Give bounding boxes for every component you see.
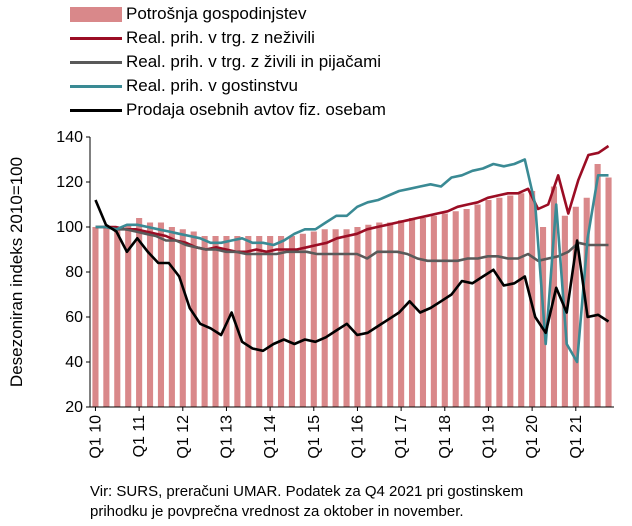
- source-line-1: Vir: SURS, preračuni UMAR. Podatek za Q4…: [90, 483, 524, 500]
- bar: [441, 213, 448, 407]
- y-tick-label: 80: [65, 264, 83, 281]
- bar: [387, 222, 394, 407]
- bar: [474, 204, 481, 407]
- bar: [496, 197, 503, 407]
- legend-item: Prodaja osebnih avtov fiz. osebam: [70, 98, 386, 122]
- x-tick-label: Q1 11: [131, 415, 148, 458]
- legend-item: Real. prih. v trg. z neživili: [70, 26, 386, 50]
- x-tick-label: Q1 13: [218, 415, 235, 459]
- legend-item: Real. prih. v trg. z živili in pijačami: [70, 50, 386, 74]
- x-tick-label: Q1 17: [393, 415, 410, 459]
- x-tick-label: Q1 21: [568, 415, 585, 459]
- bar: [365, 224, 372, 407]
- y-tick-label: 100: [56, 219, 83, 236]
- bar: [408, 218, 416, 407]
- source-note: Vir: SURS, preračuni UMAR. Podatek za Q4…: [90, 482, 523, 522]
- bar: [114, 227, 121, 407]
- legend-label: Real. prih. v gostinstvu: [126, 76, 298, 95]
- legend-swatch: [70, 84, 122, 88]
- legend-swatch: [70, 6, 122, 22]
- bar: [190, 231, 197, 407]
- series-line-2: [95, 158, 609, 364]
- bar: [354, 227, 361, 407]
- bar: [321, 229, 328, 407]
- bar: [179, 229, 186, 407]
- bar: [430, 215, 437, 407]
- y-tick-label: 60: [65, 309, 83, 326]
- bar: [146, 222, 154, 407]
- bar: [572, 206, 579, 407]
- bar: [485, 200, 492, 407]
- legend-item: Potrošnja gospodinjstev: [70, 2, 386, 26]
- y-axis-label: Desezoniran indeks 2010=100: [7, 157, 26, 387]
- x-tick-label: Q1 19: [480, 415, 497, 459]
- bar: [518, 193, 525, 407]
- legend-swatch: [70, 36, 122, 40]
- bar: [157, 222, 165, 407]
- x-tick-label: Q1 20: [524, 415, 541, 459]
- bar: [452, 211, 459, 407]
- y-tick-label: 40: [65, 354, 83, 371]
- x-tick-label: Q1 10: [87, 415, 104, 459]
- bar: [201, 236, 208, 407]
- x-tick-label: Q1 14: [262, 415, 279, 459]
- legend-label: Prodaja osebnih avtov fiz. osebam: [126, 100, 386, 119]
- legend-swatch: [70, 108, 122, 112]
- legend-item: Real. prih. v gostinstvu: [70, 74, 386, 98]
- bar: [398, 220, 405, 407]
- x-tick-label: Q1 12: [175, 415, 192, 459]
- bar: [299, 233, 306, 407]
- x-tick-label: Q1 18: [437, 415, 454, 459]
- bar: [343, 229, 350, 407]
- legend-swatch: [70, 60, 122, 64]
- series-line-3: [94, 199, 610, 353]
- y-tick-label: 140: [56, 129, 83, 146]
- bar: [234, 236, 241, 407]
- bar: [136, 218, 143, 407]
- bar: [376, 222, 383, 407]
- legend: Potrošnja gospodinjstev Real. prih. v trg…: [70, 2, 386, 122]
- bar: [288, 236, 296, 407]
- bar: [125, 224, 132, 407]
- bar: [267, 236, 274, 407]
- bar: [103, 227, 110, 407]
- line-series: [94, 144, 610, 364]
- bar: [594, 164, 601, 407]
- bar: [168, 227, 175, 407]
- bar: [529, 191, 536, 407]
- bar: [256, 236, 263, 407]
- bar: [245, 236, 252, 407]
- bar: [507, 195, 514, 407]
- bar: [310, 231, 317, 407]
- y-tick-label: 20: [65, 399, 83, 416]
- legend-label: Potrošnja gospodinjstev: [126, 4, 307, 23]
- x-tick-label: Q1 16: [349, 415, 366, 459]
- bar: [212, 236, 219, 407]
- x-tick-label: Q1 15: [306, 415, 323, 459]
- y-tick-label: 120: [56, 174, 83, 191]
- bar: [463, 209, 470, 407]
- axes: 20 40 60 80 100 120 140 Q1 10 Q1 11 Q1 12 Q1 13 Q1 …: [7, 129, 614, 459]
- legend-label: Real. prih. v trg. z neživili: [126, 28, 315, 47]
- bar: [605, 177, 612, 407]
- legend-label: Real. prih. v trg. z živili in pijačami: [126, 52, 382, 71]
- bar: [332, 229, 339, 407]
- source-line-2: prihodku je povprečna vrednost za oktobe…: [90, 503, 464, 520]
- series-line-1: [95, 225, 609, 263]
- bar: [277, 236, 285, 407]
- bar: [92, 227, 99, 407]
